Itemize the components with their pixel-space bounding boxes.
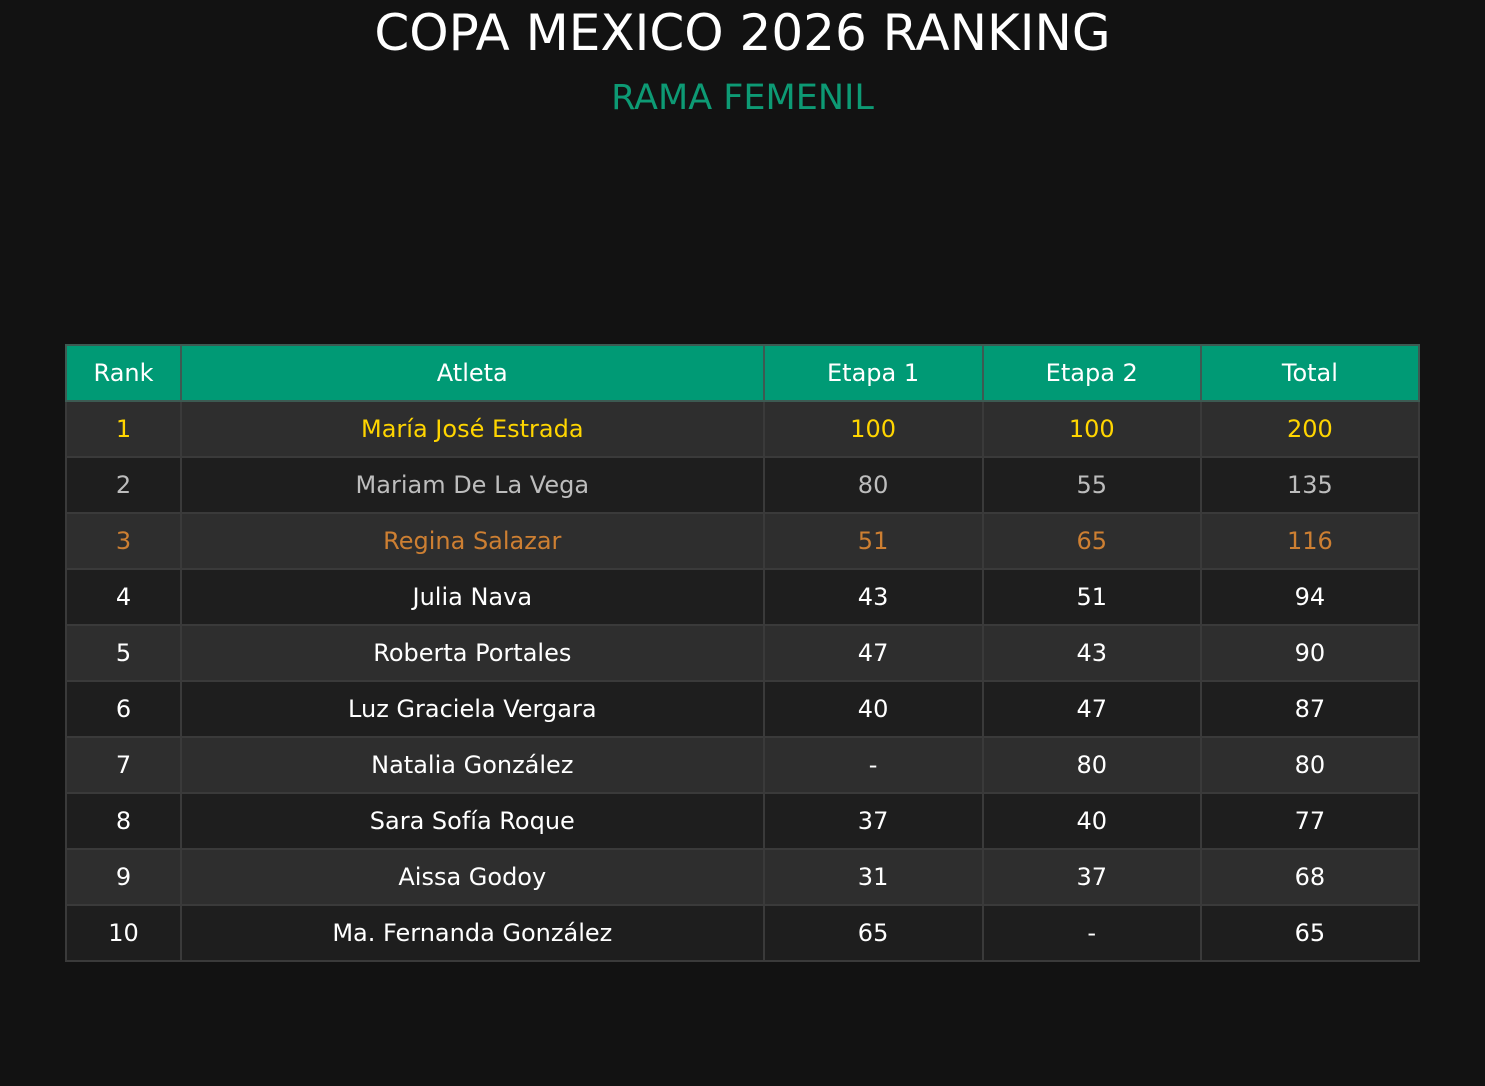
cell-total: 77 [1199, 792, 1421, 850]
cell-etapa-1: 80 [762, 456, 984, 514]
cell-etapa-1: 51 [762, 512, 984, 570]
cell-etapa-2: 47 [981, 680, 1202, 738]
cell-rank: 3 [64, 512, 183, 570]
cell-rank: 9 [64, 848, 183, 906]
column-header-etapa-2: Etapa 2 [981, 344, 1202, 402]
cell-etapa-2: 40 [981, 792, 1202, 850]
cell-etapa-2: 37 [981, 848, 1202, 906]
cell-total: 65 [1199, 904, 1421, 962]
page-title: COPA MEXICO 2026 RANKING [374, 4, 1111, 62]
column-header-atleta: Atleta [180, 344, 765, 402]
cell-etapa-2: - [981, 904, 1202, 962]
table-row: 4 Julia Nava 43 51 94 [64, 568, 1421, 626]
cell-etapa-1: 40 [762, 680, 984, 738]
table-row: 9 Aissa Godoy 31 37 68 [64, 848, 1421, 906]
cell-atleta: Regina Salazar [180, 512, 765, 570]
cell-etapa-2: 65 [981, 512, 1202, 570]
cell-atleta: Mariam De La Vega [180, 456, 765, 514]
cell-total: 68 [1199, 848, 1421, 906]
cell-rank: 10 [64, 904, 183, 962]
cell-etapa-2: 100 [981, 400, 1202, 458]
table-row: 3 Regina Salazar 51 65 116 [64, 512, 1421, 570]
cell-total: 87 [1199, 680, 1421, 738]
cell-etapa-2: 43 [981, 624, 1202, 682]
cell-etapa-1: 65 [762, 904, 984, 962]
table-row: 2 Mariam De La Vega 80 55 135 [64, 456, 1421, 514]
column-header-rank: Rank [64, 344, 183, 402]
table-row: 5 Roberta Portales 47 43 90 [64, 624, 1421, 682]
cell-etapa-2: 55 [981, 456, 1202, 514]
cell-rank: 6 [64, 680, 183, 738]
cell-rank: 5 [64, 624, 183, 682]
page-subtitle: RAMA FEMENIL [611, 78, 874, 118]
table-header-row: Rank Atleta Etapa 1 Etapa 2 Total [64, 344, 1421, 402]
ranking-table: Rank Atleta Etapa 1 Etapa 2 Total 1 María… [64, 344, 1421, 962]
cell-atleta: Luz Graciela Vergara [180, 680, 765, 738]
table-row: 10 Ma. Fernanda González 65-65 [64, 904, 1421, 962]
cell-etapa-1: 100 [762, 400, 984, 458]
cell-etapa-1: 43 [762, 568, 984, 626]
table-row: 8 Sara Sofía Roque 37 40 77 [64, 792, 1421, 850]
table-row: 1 María José Estrada 100 100 200 [64, 400, 1421, 458]
cell-rank: 8 [64, 792, 183, 850]
cell-etapa-1: 47 [762, 624, 984, 682]
cell-atleta: Julia Nava [180, 568, 765, 626]
cell-rank: 2 [64, 456, 183, 514]
column-header-total: Total [1199, 344, 1421, 402]
cell-etapa-2: 80 [981, 736, 1202, 794]
cell-rank: 1 [64, 400, 183, 458]
ranking-table-body: 1 María José Estrada 100 100 200 2 Mariam De L… [64, 400, 1421, 962]
cell-total: 135 [1199, 456, 1421, 514]
cell-etapa-2: 51 [981, 568, 1202, 626]
table-row: 7 Natalia González -80 80 [64, 736, 1421, 794]
cell-atleta: María José Estrada [180, 400, 765, 458]
cell-rank: 7 [64, 736, 183, 794]
cell-etapa-1: - [762, 736, 984, 794]
cell-rank: 4 [64, 568, 183, 626]
cell-atleta: Aissa Godoy [180, 848, 765, 906]
cell-atleta: Sara Sofía Roque [180, 792, 765, 850]
cell-atleta: Ma. Fernanda González [180, 904, 765, 962]
cell-total: 200 [1199, 400, 1421, 458]
column-header-etapa-1: Etapa 1 [762, 344, 984, 402]
cell-total: 116 [1199, 512, 1421, 570]
cell-atleta: Natalia González [180, 736, 765, 794]
cell-atleta: Roberta Portales [180, 624, 765, 682]
cell-etapa-1: 31 [762, 848, 984, 906]
cell-total: 80 [1199, 736, 1421, 794]
cell-etapa-1: 37 [762, 792, 984, 850]
table-row: 6 Luz Graciela Vergara 40 47 87 [64, 680, 1421, 738]
cell-total: 90 [1199, 624, 1421, 682]
cell-total: 94 [1199, 568, 1421, 626]
